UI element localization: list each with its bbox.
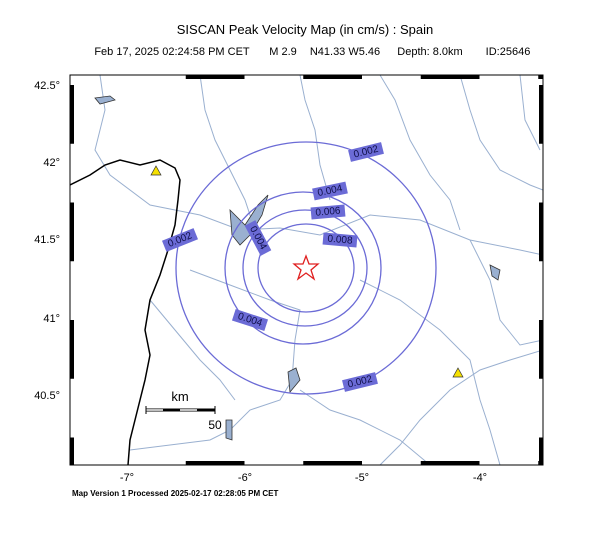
footer: Map Version 1 Processed 2025-02-17 02:28… bbox=[72, 489, 278, 498]
river bbox=[379, 349, 543, 465]
lat-label: 41.5° bbox=[34, 234, 60, 246]
reservoir bbox=[229, 194, 269, 246]
contour-line bbox=[242, 209, 368, 327]
river bbox=[149, 299, 236, 401]
station bbox=[452, 367, 464, 378]
contour-line bbox=[257, 223, 355, 313]
reservoir bbox=[489, 264, 501, 281]
contour-labels: 0.002 0.004 0.006 0.008 0.004 0.002 0.00… bbox=[161, 142, 384, 392]
contour-label: 0.004 bbox=[317, 183, 344, 199]
lon-label: -7° bbox=[120, 472, 134, 484]
frame-ticks bbox=[70, 75, 543, 465]
event-time: Feb 17, 2025 02:24:58 PM CET bbox=[94, 46, 250, 58]
lat-label: 42° bbox=[43, 157, 60, 169]
contour-label: 0.008 bbox=[327, 234, 353, 247]
reservoir bbox=[225, 419, 233, 441]
scale-bar: km 50 bbox=[145, 389, 222, 432]
lat-label: 40.5° bbox=[34, 390, 60, 402]
contour-label: 0.006 bbox=[315, 206, 341, 219]
river bbox=[299, 389, 431, 465]
river bbox=[299, 75, 331, 201]
river bbox=[129, 269, 301, 451]
river bbox=[199, 75, 256, 231]
station bbox=[150, 165, 162, 176]
lat-label: 41° bbox=[43, 313, 60, 325]
river bbox=[519, 75, 541, 151]
lon-label: -5° bbox=[355, 472, 369, 484]
event-id: ID:25646 bbox=[486, 46, 531, 58]
map-area: 0.002 0.004 0.006 0.008 0.004 0.002 0.00… bbox=[34, 74, 544, 484]
event-magnitude: M 2.9 bbox=[269, 46, 297, 58]
reservoir bbox=[94, 95, 116, 105]
reservoirs bbox=[94, 95, 501, 441]
contours bbox=[175, 141, 437, 395]
epicenter bbox=[292, 254, 320, 281]
event-depth: Depth: 8.0km bbox=[397, 46, 462, 58]
event-info: Feb 17, 2025 02:24:58 PM CET M 2.9 N41.3… bbox=[94, 46, 530, 58]
lon-label: -6° bbox=[238, 472, 252, 484]
map-title: SISCAN Peak Velocity Map (in cm/s) : Spa… bbox=[177, 22, 433, 37]
lat-label: 42.5° bbox=[34, 80, 60, 92]
river bbox=[459, 75, 543, 191]
event-location: N41.33 W5.46 bbox=[310, 46, 380, 58]
river bbox=[379, 75, 461, 231]
longitude-labels: -7° -6° -5° -4° bbox=[120, 472, 487, 484]
river bbox=[359, 279, 501, 465]
lon-label: -4° bbox=[473, 472, 487, 484]
river bbox=[469, 239, 543, 346]
latitude-labels: 42.5° 42° 41.5° 41° 40.5° bbox=[34, 80, 60, 402]
rivers bbox=[94, 75, 543, 465]
reservoir bbox=[287, 367, 301, 393]
contour-line bbox=[224, 191, 382, 345]
scale-unit: km bbox=[171, 389, 188, 404]
scale-distance: 50 bbox=[208, 418, 222, 432]
contour-line bbox=[175, 141, 437, 395]
